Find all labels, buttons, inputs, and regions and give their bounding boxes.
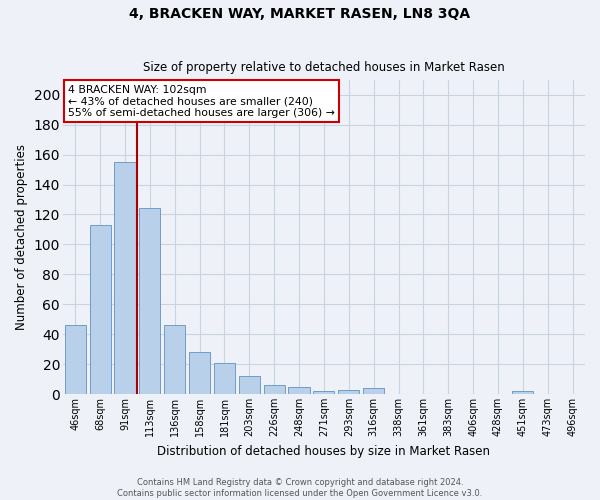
- Bar: [338, 390, 359, 394]
- Bar: [512, 391, 533, 394]
- Bar: [363, 388, 384, 394]
- Bar: [214, 362, 235, 394]
- Title: Size of property relative to detached houses in Market Rasen: Size of property relative to detached ho…: [143, 62, 505, 74]
- Bar: [239, 376, 260, 394]
- Bar: [263, 385, 285, 394]
- Bar: [164, 325, 185, 394]
- Text: Contains HM Land Registry data © Crown copyright and database right 2024.
Contai: Contains HM Land Registry data © Crown c…: [118, 478, 482, 498]
- Text: 4 BRACKEN WAY: 102sqm
← 43% of detached houses are smaller (240)
55% of semi-det: 4 BRACKEN WAY: 102sqm ← 43% of detached …: [68, 84, 335, 117]
- X-axis label: Distribution of detached houses by size in Market Rasen: Distribution of detached houses by size …: [157, 444, 490, 458]
- Bar: [139, 208, 160, 394]
- Text: 4, BRACKEN WAY, MARKET RASEN, LN8 3QA: 4, BRACKEN WAY, MARKET RASEN, LN8 3QA: [130, 8, 470, 22]
- Bar: [189, 352, 210, 394]
- Y-axis label: Number of detached properties: Number of detached properties: [15, 144, 28, 330]
- Bar: [65, 325, 86, 394]
- Bar: [289, 386, 310, 394]
- Bar: [313, 391, 334, 394]
- Bar: [89, 225, 110, 394]
- Bar: [115, 162, 136, 394]
